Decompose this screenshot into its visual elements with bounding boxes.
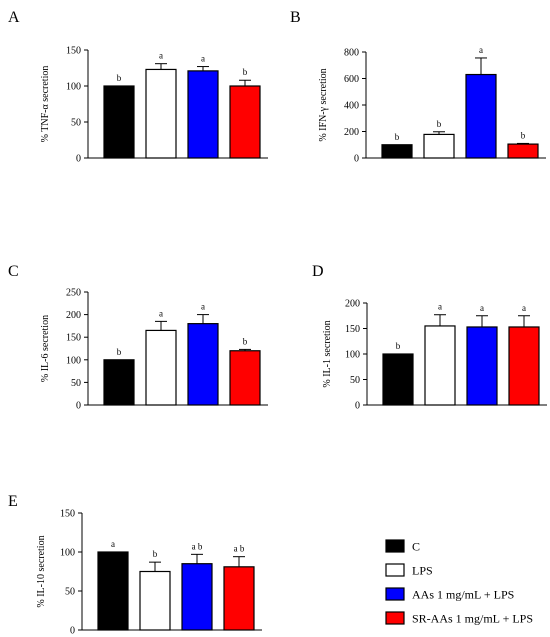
significance-letter: a xyxy=(479,45,483,55)
significance-letter: b xyxy=(396,341,401,351)
panel-e: E 0 50 100 150 % IL-10 secretion a b a b a b xyxy=(8,493,262,637)
bar-1 xyxy=(103,359,135,406)
bar-1 xyxy=(381,144,413,159)
y-axis-label: % IL-10 secretion xyxy=(36,535,47,607)
panel-letter: D xyxy=(312,263,324,280)
panel-letter: E xyxy=(8,493,18,510)
y-tick-label: 0 xyxy=(355,401,360,412)
y-tick-label: 100 xyxy=(60,548,75,559)
panel-a: A 0 50 100 150 % TNF-α secretion b a a b xyxy=(8,9,268,165)
bar-3 xyxy=(466,326,498,406)
y-tick-label: 250 xyxy=(66,288,81,299)
bar-2 xyxy=(139,570,171,631)
bar-2 xyxy=(424,325,456,406)
y-tick-label: 0 xyxy=(70,626,75,637)
significance-letter: a xyxy=(159,51,163,61)
panel-c: C 0 50 100 150 200 250 % IL-6 secretion b a a b xyxy=(8,263,268,412)
bar-4 xyxy=(229,85,261,159)
significance-letter: a xyxy=(201,54,205,64)
significance-letter: a xyxy=(438,302,442,312)
bar-1 xyxy=(103,85,135,159)
bar-2 xyxy=(145,68,177,159)
y-tick-label: 800 xyxy=(344,48,359,59)
legend-label: LPS xyxy=(412,564,433,578)
bar-4 xyxy=(229,350,261,406)
y-tick-label: 50 xyxy=(65,587,75,598)
significance-letter: a xyxy=(522,303,526,313)
significance-letter: b xyxy=(117,73,122,83)
legend-swatch xyxy=(385,587,405,601)
y-tick-label: 100 xyxy=(345,350,360,361)
bar-3 xyxy=(187,70,219,159)
y-tick-label: 100 xyxy=(66,82,81,93)
significance-letter: b xyxy=(243,67,248,77)
y-axis-label: % IL-1 secretion xyxy=(322,320,333,387)
significance-letter: b xyxy=(117,347,122,357)
bar-3 xyxy=(187,323,219,406)
chart-panels: A 0 50 100 150 % TNF-α secretion b a a b B 0 200 400 6… xyxy=(8,9,547,637)
significance-letter: a xyxy=(201,302,205,312)
y-tick-label: 150 xyxy=(60,509,75,520)
legend-label: AAs 1 mg/mL + LPS xyxy=(412,588,514,602)
panel-letter: A xyxy=(8,9,20,26)
y-axis-label: % TNF-α secretion xyxy=(40,66,51,143)
y-tick-label: 200 xyxy=(66,310,81,321)
y-tick-label: 0 xyxy=(76,401,81,412)
bar-2 xyxy=(423,133,455,159)
significance-letter: a xyxy=(159,308,163,318)
legend-label: SR-AAs 1 mg/mL + LPS xyxy=(412,612,533,626)
bar-4 xyxy=(223,566,255,631)
y-tick-label: 200 xyxy=(344,127,359,138)
bar-1 xyxy=(97,551,129,631)
y-axis-label: % IL-6 secretion xyxy=(40,315,51,382)
panel-letter: C xyxy=(8,263,19,280)
legend-swatch xyxy=(385,611,405,625)
legend: C LPS AAs 1 mg/mL + LPS SR-AAs 1 mg/mL + LP… xyxy=(385,539,533,626)
y-tick-label: 150 xyxy=(66,333,81,344)
bar-3 xyxy=(465,73,497,159)
bar-1 xyxy=(382,353,414,406)
legend-swatch xyxy=(385,539,405,553)
y-tick-label: 600 xyxy=(344,74,359,85)
y-tick-label: 50 xyxy=(71,378,81,389)
panel-d: D 0 50 100 150 200 % IL-1 secretion b a a a xyxy=(312,263,547,412)
y-tick-label: 50 xyxy=(350,375,360,386)
y-tick-label: 200 xyxy=(345,299,360,310)
panel-letter: B xyxy=(290,9,301,26)
bar-4 xyxy=(507,143,539,159)
y-tick-label: 100 xyxy=(66,355,81,366)
bar-2 xyxy=(145,329,177,406)
bar-3 xyxy=(181,563,213,631)
significance-letter: b xyxy=(437,119,442,129)
bar-4 xyxy=(508,326,540,406)
y-tick-label: 150 xyxy=(66,46,81,57)
significance-letter: a xyxy=(111,539,115,549)
significance-letter: b xyxy=(521,130,526,140)
significance-letter: b xyxy=(243,336,248,346)
significance-letter: a b xyxy=(234,544,245,554)
significance-letter: a xyxy=(480,303,484,313)
y-tick-label: 150 xyxy=(345,324,360,335)
y-tick-label: 50 xyxy=(71,118,81,129)
y-tick-label: 0 xyxy=(354,154,359,165)
y-axis-label: % IFN-γ secretion xyxy=(318,68,329,141)
legend-label: C xyxy=(412,540,420,554)
panel-b: B 0 200 400 600 800 % IFN-γ secretion b b a b xyxy=(290,9,546,165)
legend-swatch xyxy=(385,563,405,577)
significance-letter: a b xyxy=(192,541,203,551)
significance-letter: b xyxy=(153,549,158,559)
y-tick-label: 400 xyxy=(344,101,359,112)
y-tick-label: 0 xyxy=(76,154,81,165)
significance-letter: b xyxy=(395,132,400,142)
